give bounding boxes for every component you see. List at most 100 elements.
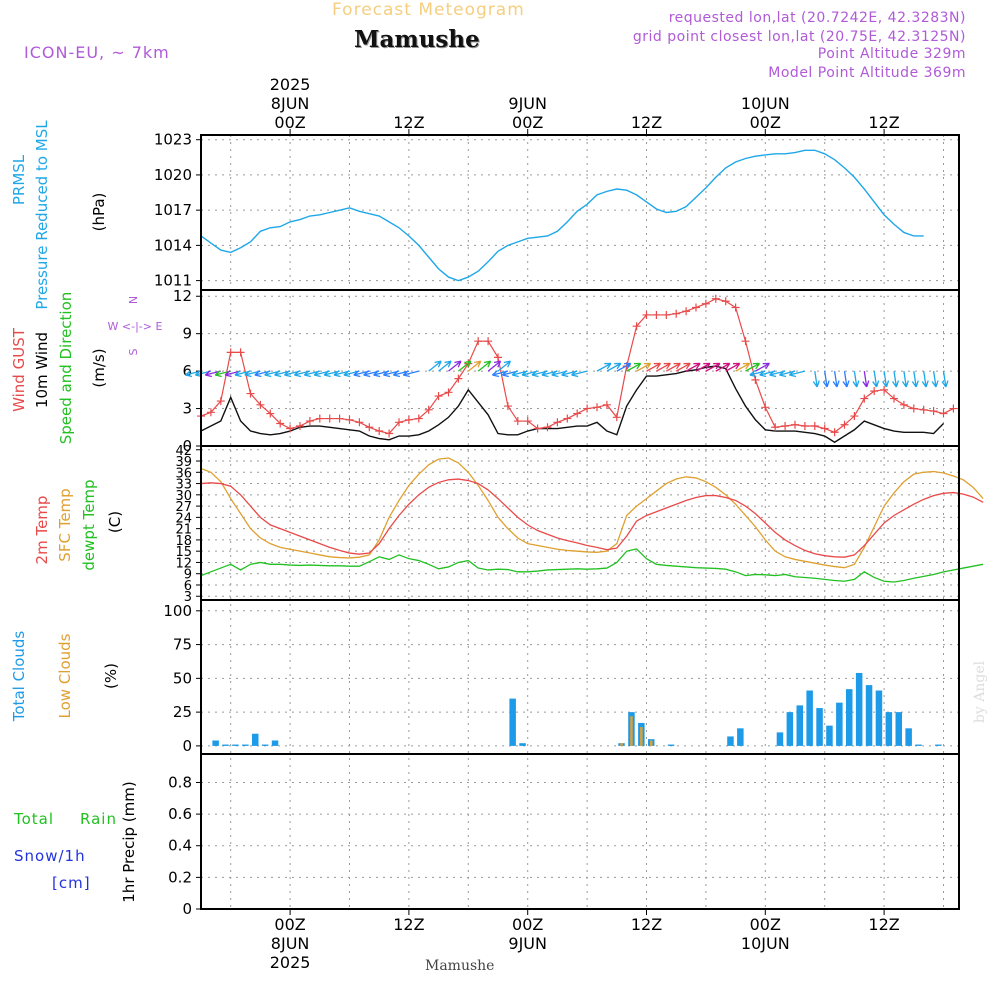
gust-point (553, 418, 562, 427)
gust-point (266, 409, 275, 418)
wind-direction-arrow (467, 360, 482, 372)
total-cloud-bar (915, 744, 922, 746)
wind-direction-arrow (941, 371, 949, 388)
station-name: Mamushe (354, 26, 480, 53)
chart-title: Forecast Meteogram (332, 0, 525, 20)
pressure-label: PRMSL (10, 154, 28, 205)
wind-speed-line (200, 365, 944, 444)
temperature-tick-label: 27 (175, 500, 192, 515)
wind-direction-arrow (457, 360, 472, 372)
wind-direction-arrow (931, 371, 939, 388)
precip-tick-label: 0.4 (168, 837, 192, 855)
wind-direction-arrow (596, 362, 612, 372)
total-cloud-bar (826, 725, 833, 746)
gust-point (345, 415, 354, 424)
wind-unit: (m/s) (90, 348, 108, 387)
low-cloud-bar (640, 726, 643, 746)
wind-direction-arrow (882, 371, 890, 388)
gust-point (890, 394, 898, 403)
total-cloud-bar (261, 744, 269, 746)
wind-tick-label: 9 (182, 325, 192, 343)
total-cloud-bar (816, 708, 823, 746)
clouds-unit: (%) (102, 663, 120, 689)
wind-direction-arrow (725, 362, 741, 372)
gust-point (533, 424, 542, 433)
temperature-tick-label: 18 (175, 534, 192, 549)
gust-point (444, 388, 453, 397)
gust-point (434, 392, 443, 401)
wind-direction-arrow (428, 360, 442, 372)
wind-direction-arrow (812, 371, 820, 388)
gust-point (573, 409, 582, 418)
wind-direction-arrow (852, 371, 860, 388)
temperature-tick-label: 24 (175, 511, 192, 526)
gust-point (602, 400, 611, 409)
gust-point (721, 297, 730, 306)
total-cloud-bar (252, 733, 259, 746)
watermark: by Angel (972, 660, 988, 723)
precip-tick-label: 0.2 (168, 868, 192, 886)
gust-point (692, 303, 700, 312)
total-cloud-bar (846, 689, 853, 746)
wind-direction-arrow (402, 370, 419, 378)
gust-point (216, 397, 225, 406)
total-cloud-bar (242, 744, 249, 746)
temperature-tick-label: 21 (175, 523, 192, 538)
clouds-tick-label: 0 (182, 737, 192, 755)
gust-point (662, 310, 671, 319)
wind-direction-arrow (862, 371, 870, 388)
gust-point (741, 337, 750, 346)
pressure-tick-label: 1023 (154, 131, 192, 149)
total-cloud-bar (905, 728, 912, 746)
total-cloud-bar (212, 740, 219, 746)
wind-direction-arrow (745, 362, 761, 372)
gust-point (375, 427, 384, 436)
temperature-tick-label: 9 (184, 568, 192, 583)
gust-point (751, 375, 760, 384)
bottom-time-label: 12Z (868, 915, 899, 934)
temperature-tick-label: 39 (175, 455, 192, 470)
gust-point (612, 413, 621, 422)
wind-direction-arrow (891, 371, 900, 388)
gust-point (385, 429, 394, 438)
wind-direction-arrow (822, 371, 830, 388)
gust-point (543, 423, 552, 432)
low-cloud-bar (650, 740, 653, 746)
gust-point (919, 405, 928, 414)
wind-direction-arrow (842, 371, 850, 388)
total-cloud-bar (786, 712, 794, 746)
wind-direction-arrow (695, 362, 711, 372)
top-time-label: 9JUN (508, 94, 547, 113)
wind-direction-arrow (665, 362, 681, 372)
total-cloud-bar (667, 744, 675, 746)
total-cloud-bar (776, 732, 784, 746)
wind-direction-label: Speed and Direction (57, 292, 75, 445)
gust-point (424, 405, 433, 414)
wind-direction-arrow (872, 371, 880, 388)
temperature-tick-label: 3 (184, 590, 192, 605)
gust-point (711, 294, 720, 303)
wind-direction-arrow (715, 362, 731, 372)
total-cloud-bar (885, 712, 893, 746)
total-cloud-bar (806, 690, 813, 746)
wind-direction-arrow (685, 362, 701, 372)
gust-point (672, 309, 681, 318)
gust-point (414, 414, 423, 423)
precip-snow-label: Snow/1h (14, 847, 86, 865)
total-clouds-label: Total Clouds (10, 631, 28, 723)
precip-panel-frame (200, 753, 960, 910)
gust-point (781, 422, 790, 431)
wind-tick-label: 0 (182, 437, 192, 455)
wind-direction-arrow (571, 370, 588, 378)
temperature-dewpt-line (200, 548, 984, 583)
total-cloud-bar (519, 743, 526, 746)
footer-station: Mamushe (425, 958, 495, 974)
wind-direction-arrow (911, 371, 919, 388)
bottom-time-label: 8JUN (271, 934, 310, 953)
pressure-panel-frame (200, 134, 960, 291)
precip-snow-unit: [cm] (52, 874, 91, 892)
wind-tick-label: 12 (173, 287, 192, 305)
gust-point (484, 337, 493, 346)
wind-direction-arrow (646, 362, 662, 372)
gust-point (395, 418, 403, 427)
